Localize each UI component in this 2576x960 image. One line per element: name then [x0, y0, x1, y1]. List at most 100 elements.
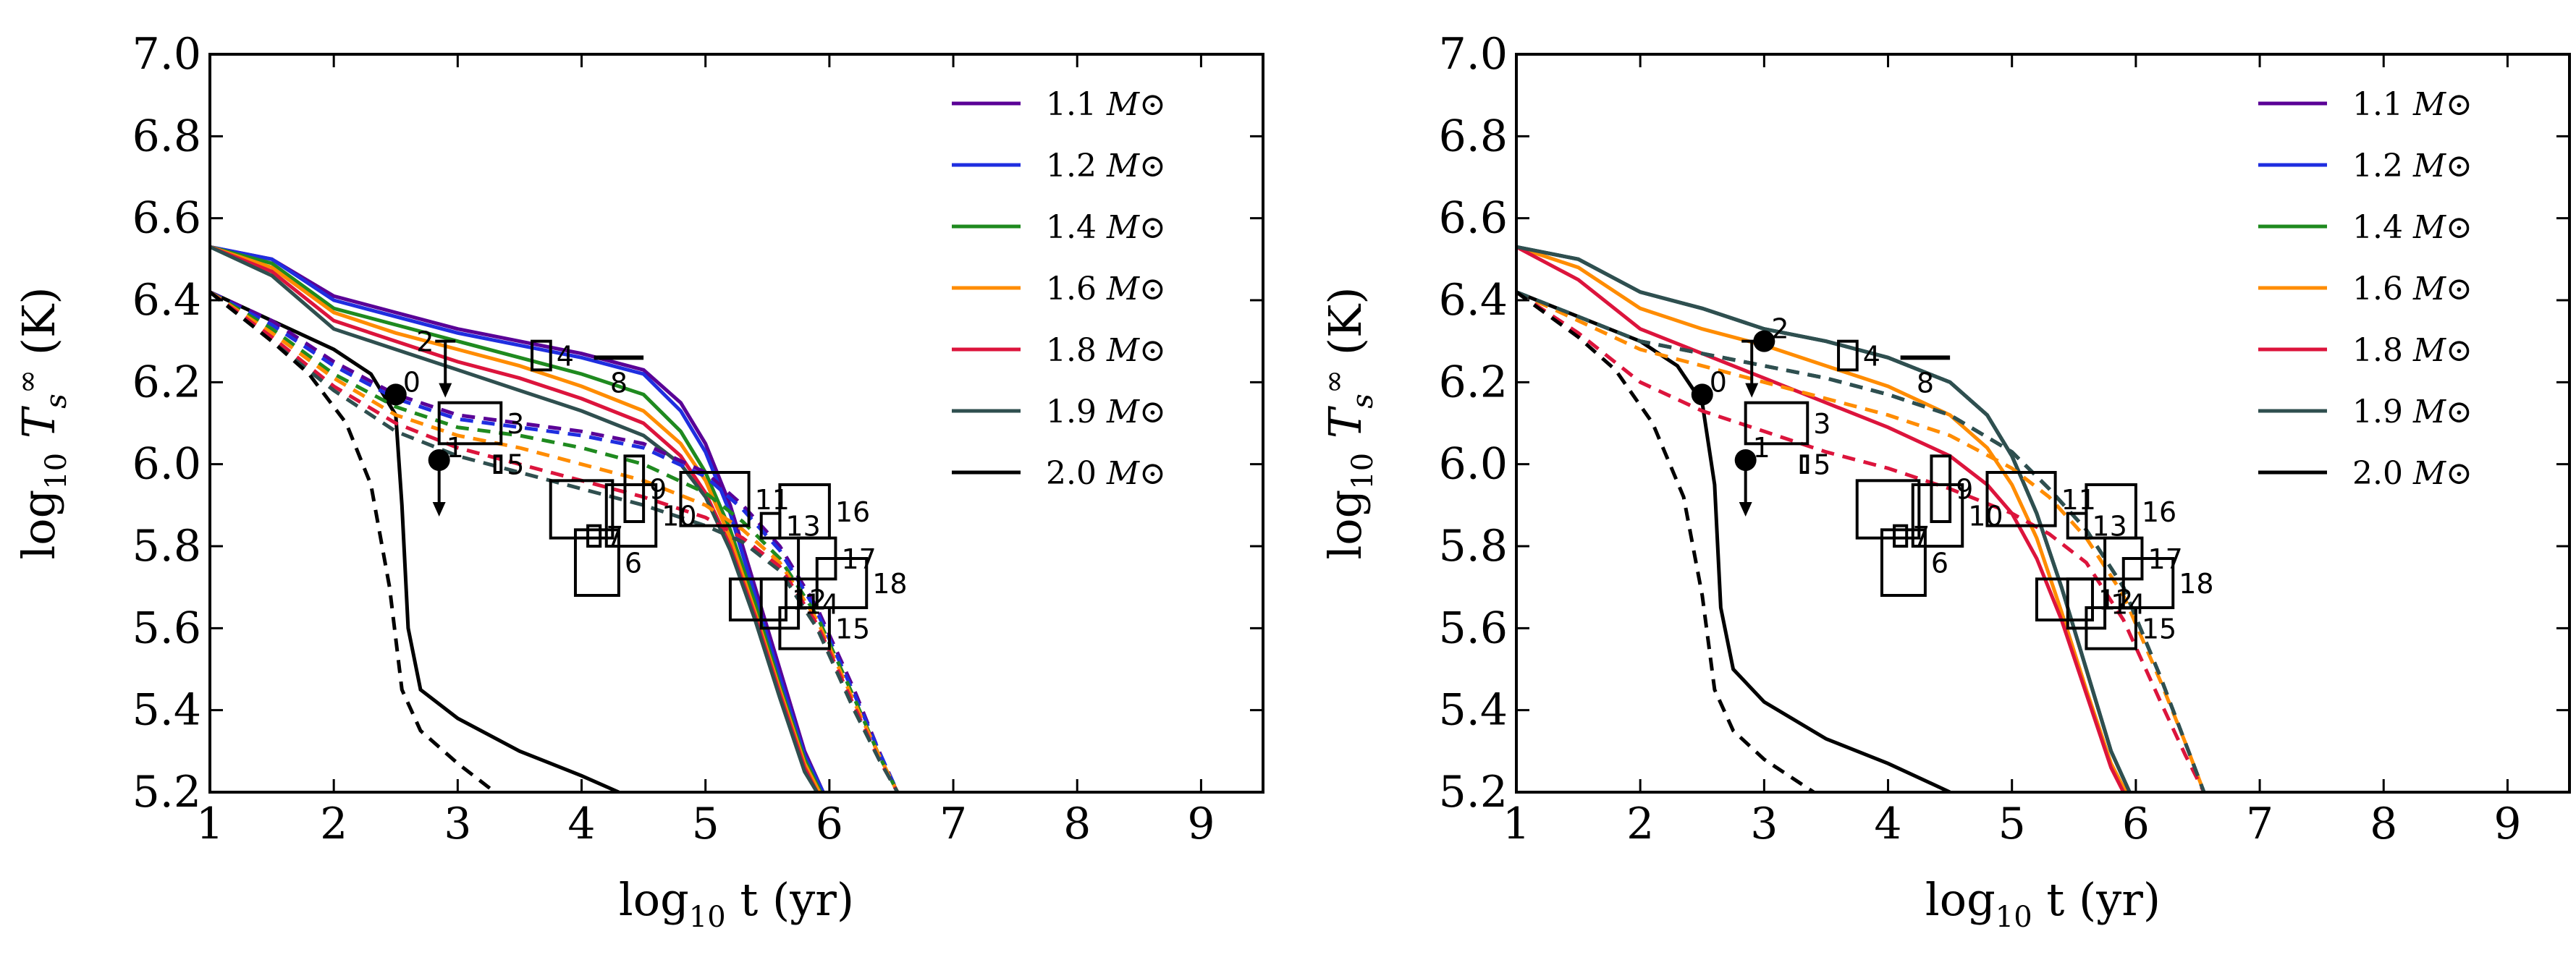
series-line	[1516, 290, 2206, 792]
obs-box	[728, 577, 787, 621]
obs-label: 9	[649, 474, 667, 506]
y-tick-label: 6.6	[132, 193, 201, 244]
x-tick-label: 2	[1626, 799, 1654, 849]
legend-mass: 1.8	[2352, 332, 2413, 369]
x-tick-label: 1	[196, 799, 224, 849]
series-line	[210, 245, 819, 792]
legend-label: 1.4 M⊙	[2352, 209, 2472, 246]
legend-mass: 1.9	[2352, 394, 2413, 430]
y-tick-label: 5.8	[1439, 521, 1508, 572]
obs-label: 6	[625, 548, 642, 579]
legend-label: 1.9 M⊙	[2352, 394, 2472, 430]
obs-box	[1837, 339, 1859, 372]
x-axis-title-rest: t (yr)	[726, 873, 854, 926]
y-tick-label: 5.6	[1439, 603, 1508, 653]
x-axis-title-rest: t (yr)	[2032, 873, 2161, 926]
y-axis-title-log: log	[12, 490, 65, 560]
obs-box	[604, 483, 658, 548]
x-tick-label: 2	[320, 799, 347, 849]
legend-unit: M⊙	[2412, 332, 2472, 369]
legend-label: 2.0 M⊙	[2352, 455, 2472, 492]
y-axis-title-sub: 10	[40, 453, 73, 490]
obs-box	[1911, 483, 1964, 548]
legend-unit: M⊙	[1106, 209, 1166, 246]
legend-mass: 1.9	[1046, 394, 1107, 430]
obs-box	[1799, 454, 1809, 474]
obs-box	[1930, 454, 1952, 523]
obs-label: 10	[662, 501, 696, 532]
legend-label: 1.2 M⊙	[1046, 148, 1166, 184]
obs-box	[778, 606, 831, 650]
legend-mass: 1.6	[1046, 271, 1107, 307]
legend-unit: M⊙	[2412, 86, 2472, 123]
obs-label: 1	[447, 432, 464, 464]
x-tick-label: 9	[2493, 799, 2521, 849]
y-axis-title: log10 Ts∞ (K)	[1317, 286, 1380, 559]
obs-point	[384, 383, 407, 406]
obs-box	[1744, 401, 1809, 446]
obs-label: 4	[557, 341, 574, 373]
obs-box	[586, 524, 602, 548]
obs-label: 8	[610, 367, 628, 399]
obs-box	[573, 528, 620, 597]
legend-unit: M⊙	[2412, 271, 2472, 307]
legend-label: 1.8 M⊙	[2352, 332, 2472, 369]
legend-mass: 1.4	[2352, 209, 2413, 246]
x-tick-label: 8	[1063, 799, 1091, 849]
y-tick-label: 6.4	[132, 275, 201, 326]
y-axis-title-inf: ∞	[1317, 370, 1351, 394]
obs-label: 18	[2179, 568, 2213, 600]
series-line	[1516, 290, 2206, 792]
y-axis-title-T: T	[1319, 405, 1372, 453]
legend-label: 1.1 M⊙	[1046, 86, 1166, 123]
legend-unit: M⊙	[1106, 148, 1166, 184]
y-tick-label: 6.0	[1439, 439, 1508, 490]
obs-box	[437, 401, 503, 446]
obs-label: 0	[1710, 366, 1727, 398]
obs-label: 10	[1968, 501, 2003, 532]
y-tick-label: 7.0	[1439, 29, 1508, 80]
obs-label: 2	[416, 326, 434, 358]
y-tick-label: 6.0	[132, 439, 201, 490]
x-tick-label: 3	[444, 799, 471, 849]
obs-label: 3	[1813, 408, 1830, 440]
x-tick-label: 7	[939, 799, 967, 849]
legend-unit: M⊙	[2412, 209, 2472, 246]
obs-label: 8	[1917, 367, 1934, 399]
x-axis-title-log: log	[619, 873, 689, 926]
obs-box	[679, 471, 751, 527]
y-tick-label: 5.4	[1439, 685, 1508, 736]
legend-label: 2.0 M⊙	[1046, 455, 1166, 492]
obs-label: 2	[1771, 313, 1789, 345]
x-axis-title-sub: 10	[1996, 901, 2032, 934]
obs-label: 18	[872, 568, 907, 600]
y-axis-title-s: s	[1346, 394, 1380, 409]
y-tick-label: 6.2	[1439, 357, 1508, 407]
x-tick-label: 3	[1750, 799, 1778, 849]
legend-unit: M⊙	[2412, 148, 2472, 184]
y-tick-label: 6.4	[1439, 275, 1508, 326]
series-line	[210, 290, 900, 792]
y-axis-title-unit: (K)	[1319, 286, 1372, 369]
legend-label: 1.2 M⊙	[2352, 148, 2472, 184]
obs-label: 5	[1813, 449, 1830, 481]
x-tick-label: 5	[692, 799, 719, 849]
upper-limit-arrowhead	[1739, 502, 1752, 517]
obs-point	[428, 449, 450, 471]
legend-mass: 1.4	[1046, 209, 1107, 246]
legend-mass: 1.2	[1046, 148, 1107, 184]
obs-label: 11	[2061, 484, 2096, 516]
legend-mass: 2.0	[1046, 455, 1107, 492]
obs-point	[1734, 449, 1757, 471]
legend-label: 1.6 M⊙	[1046, 271, 1166, 307]
obs-box	[549, 479, 615, 540]
series-line	[210, 290, 620, 792]
obs-box	[815, 557, 869, 609]
obs-label: 5	[507, 449, 524, 481]
legend-unit: M⊙	[2412, 455, 2472, 492]
x-tick-label: 4	[567, 799, 595, 849]
